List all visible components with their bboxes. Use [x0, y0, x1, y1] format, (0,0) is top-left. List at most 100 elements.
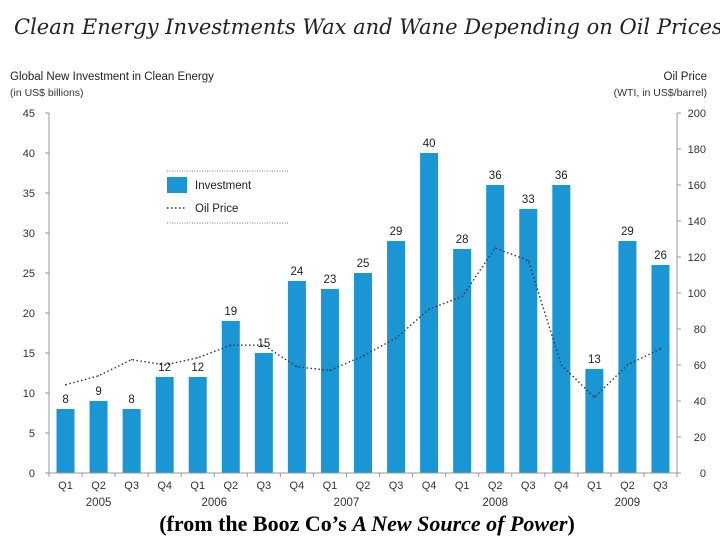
x-category-label: Q2 — [356, 480, 371, 492]
left-axis-title: Global New Investment in Clean Energy — [10, 71, 214, 83]
oil-price-point — [263, 344, 265, 346]
x-category-label: Q3 — [256, 480, 271, 492]
x-category-label: Q2 — [91, 480, 106, 492]
legend-label-oil-price: Oil Price — [195, 203, 238, 215]
bar-data-label: 36 — [489, 170, 502, 182]
caption-italic: A New Source of Power — [350, 511, 568, 536]
bar-data-label: 26 — [654, 250, 667, 262]
investment-bar — [56, 409, 75, 473]
oil-price-point — [362, 355, 364, 357]
oil-price-point — [395, 337, 397, 339]
investment-bar — [519, 209, 538, 473]
x-category-label: Q1 — [455, 480, 470, 492]
oil-price-point — [97, 375, 100, 377]
investment-bar — [552, 185, 571, 473]
investment-bar — [420, 153, 439, 473]
right-tick-label: 40 — [694, 396, 706, 408]
oil-price-point — [494, 247, 496, 249]
bar-data-label: 19 — [224, 306, 237, 318]
investment-bar — [155, 377, 174, 473]
investment-bar — [320, 289, 339, 473]
oil-price-point — [428, 308, 430, 310]
oil-price-point — [64, 384, 67, 386]
investment-bar — [188, 377, 207, 473]
bar-data-label: 15 — [257, 338, 270, 350]
left-tick-label: 40 — [23, 148, 35, 160]
x-category-label: Q4 — [157, 480, 172, 492]
x-category-label: Q1 — [323, 480, 338, 492]
left-tick-label: 30 — [23, 228, 35, 240]
bar-data-label: 25 — [357, 258, 370, 270]
x-category-label: Q4 — [554, 480, 569, 492]
x-category-label: Q4 — [290, 480, 305, 492]
bar-data-label: 9 — [95, 386, 101, 398]
bar-data-label: 29 — [390, 226, 403, 238]
investment-bar — [618, 241, 637, 473]
right-tick-label: 180 — [688, 144, 706, 156]
right-tick-label: 60 — [694, 360, 706, 372]
oil-price-point — [626, 364, 629, 366]
x-category-label: Q2 — [620, 480, 635, 492]
x-category-label: Q3 — [521, 480, 536, 492]
bar-data-label: 29 — [621, 226, 634, 238]
investment-bar — [453, 249, 472, 473]
oil-price-point — [560, 364, 562, 366]
x-category-label: Q2 — [488, 480, 503, 492]
axes: 0 5 10 15 20 25 30 35 40 45 0 20 40 60 80 100 120 140 160 1… — [23, 108, 706, 509]
right-axis-title: Oil Price — [664, 71, 707, 83]
left-axis-subtitle: (in US$ billions) — [10, 87, 84, 99]
investment-bar — [387, 241, 406, 473]
left-tick-label: 35 — [23, 188, 35, 200]
investment-bar — [221, 321, 240, 473]
bar-data-label: 13 — [588, 354, 601, 366]
bar-data-label: 23 — [324, 274, 337, 286]
right-tick-label: 200 — [688, 108, 706, 120]
right-tick-label: 120 — [688, 252, 706, 264]
x-year-label: 2009 — [615, 497, 641, 509]
investment-bar — [287, 281, 306, 473]
bar-series-investment — [56, 153, 670, 473]
investment-bar — [89, 401, 108, 473]
chart-title: Clean Energy Investments Wax and Wane De… — [14, 15, 720, 39]
x-year-label: 2005 — [86, 497, 112, 509]
oil-price-point — [461, 296, 463, 298]
legend-label-investment: Investment — [195, 180, 252, 192]
x-category-label: Q1 — [190, 480, 205, 492]
legend: Investment Oil Price — [167, 170, 288, 224]
bar-data-label: 8 — [62, 394, 68, 406]
x-category-label: Q2 — [223, 480, 238, 492]
x-category-label: Q3 — [389, 480, 404, 492]
oil-price-point — [131, 359, 133, 361]
investment-bar — [122, 409, 141, 473]
caption-suffix: ) — [567, 511, 574, 536]
oil-price-point — [329, 369, 331, 371]
investment-bar — [585, 369, 604, 473]
right-tick-label: 160 — [688, 180, 706, 192]
oil-price-point — [659, 348, 662, 350]
bar-data-label: 12 — [158, 362, 171, 374]
investment-bar — [254, 353, 273, 473]
right-tick-label: 100 — [688, 288, 706, 300]
investment-bar — [354, 273, 372, 473]
left-tick-label: 15 — [23, 348, 35, 360]
oil-price-point — [230, 344, 232, 346]
line-series-oil-price — [64, 247, 662, 399]
right-tick-label: 0 — [700, 468, 706, 480]
left-tick-label: 25 — [23, 268, 35, 280]
left-tick-label: 5 — [29, 428, 35, 440]
oil-price-point — [197, 357, 199, 359]
left-tick-label: 10 — [23, 388, 35, 400]
x-year-label: 2007 — [334, 497, 360, 509]
bar-data-label: 40 — [423, 138, 436, 150]
investment-bar — [651, 265, 670, 473]
oil-price-point — [527, 260, 529, 262]
bar-data-label: 36 — [555, 170, 568, 182]
right-axis-subtitle: (WTI, in US$/barrel) — [614, 87, 707, 99]
x-category-label: Q1 — [58, 480, 73, 492]
left-tick-label: 0 — [29, 468, 35, 480]
x-category-label: Q3 — [124, 480, 139, 492]
caption-prefix: (from the Booz Co’s — [159, 511, 352, 536]
oil-price-point — [296, 366, 298, 368]
bar-data-label: 24 — [290, 266, 303, 278]
investment-bar — [486, 185, 505, 473]
